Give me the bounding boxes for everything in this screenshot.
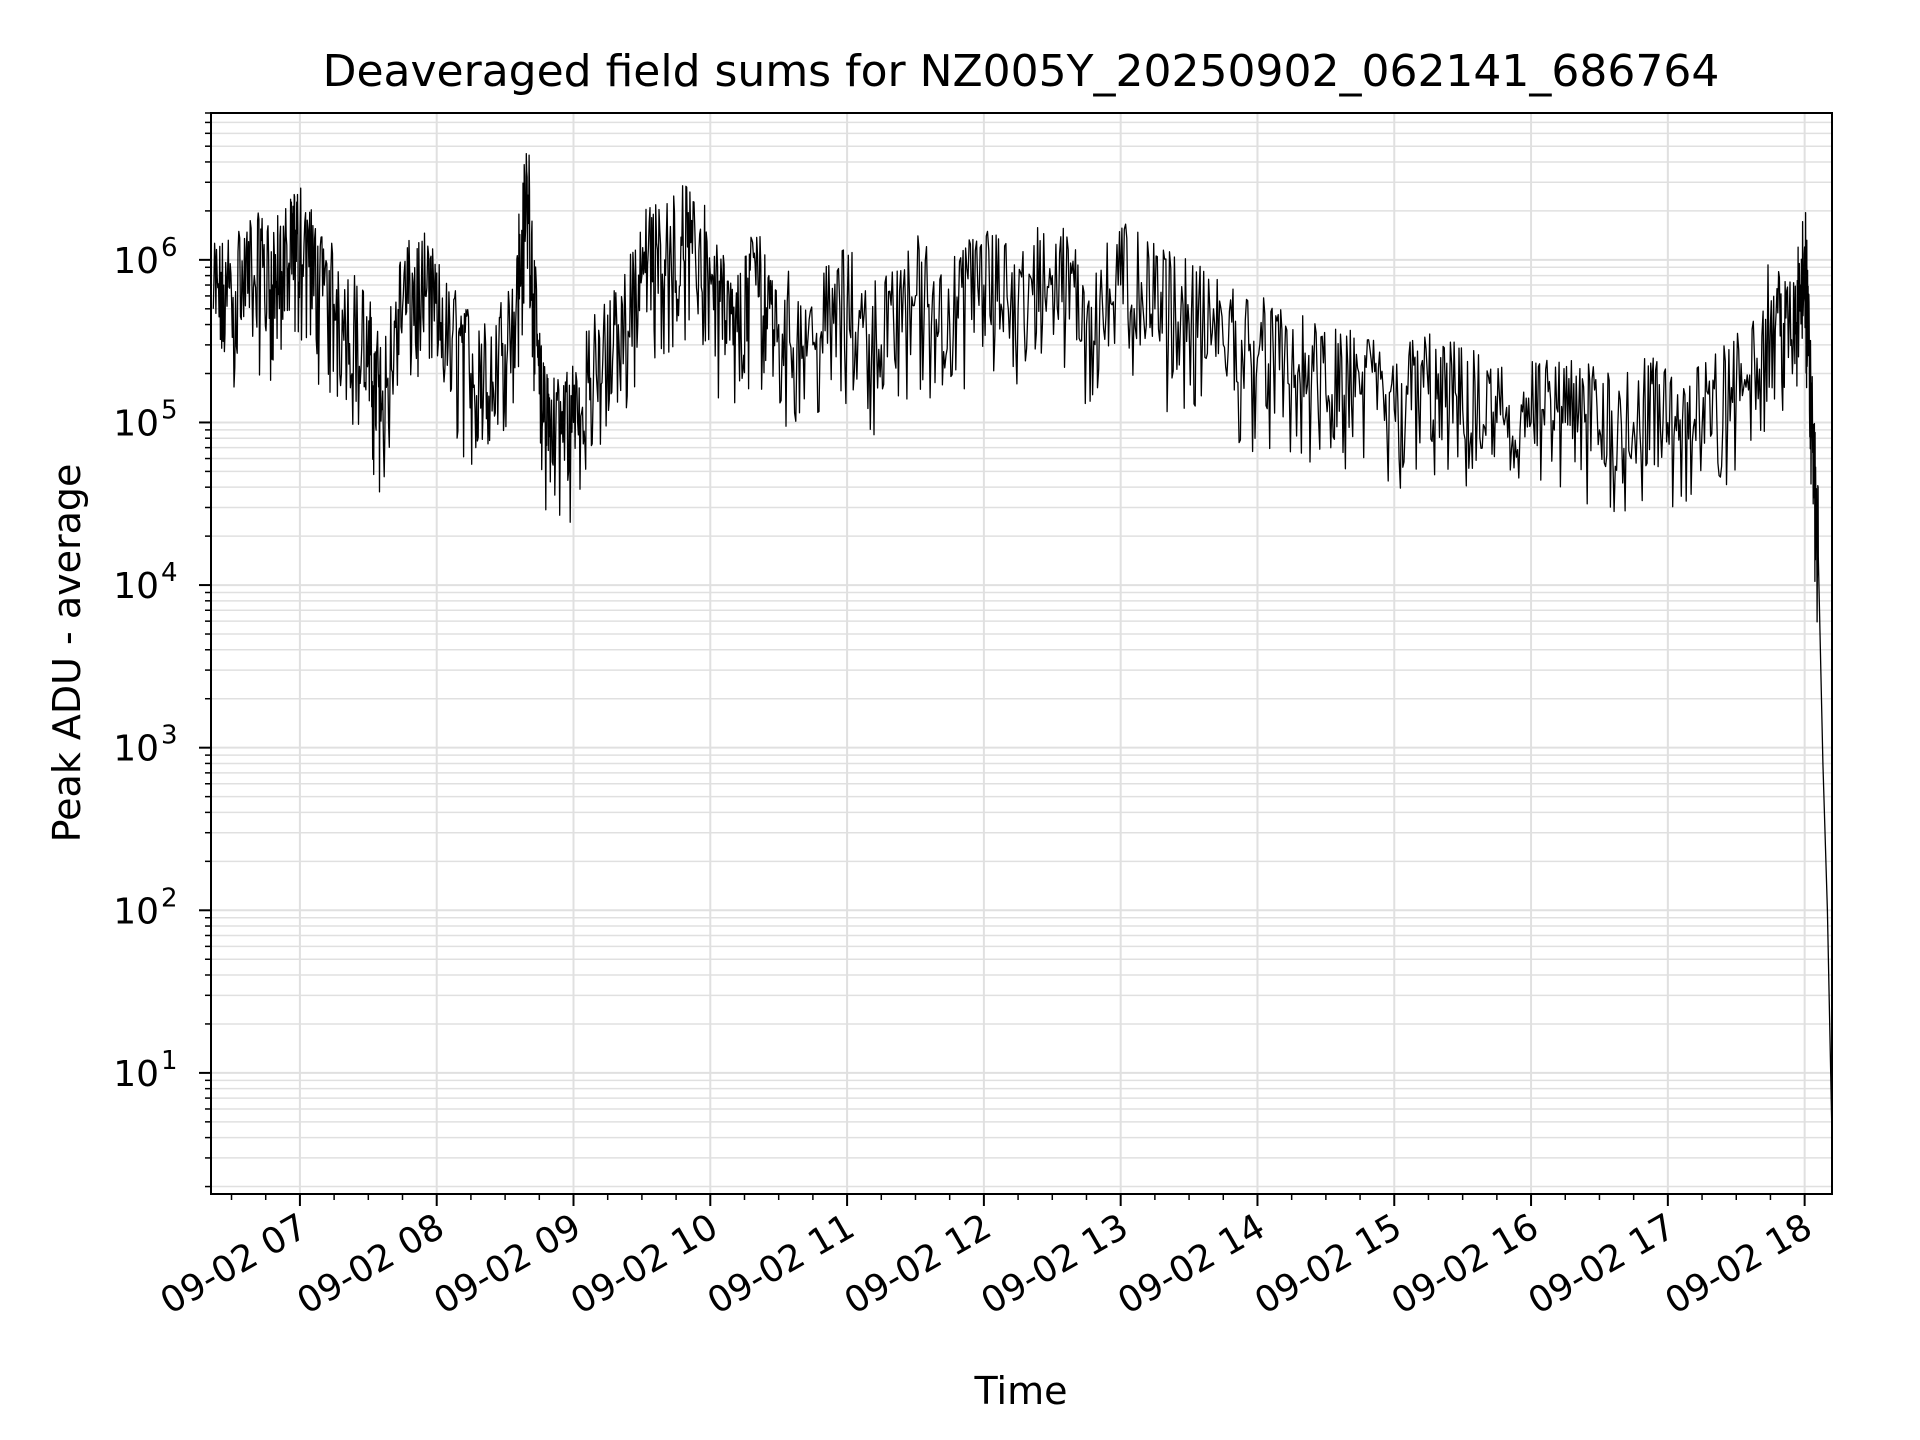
y-tick-label: 10 3 xyxy=(113,721,177,770)
y-tick-base: 10 xyxy=(113,241,159,282)
y-tick-base: 10 xyxy=(113,403,159,444)
y-tick-base: 10 xyxy=(113,729,159,770)
plot-frame xyxy=(210,112,1833,1195)
y-tick-base: 10 xyxy=(113,1054,159,1095)
y-tick-base: 10 xyxy=(113,891,159,932)
y-tick-exponent: 2 xyxy=(161,883,178,913)
y-tick-label: 10 1 xyxy=(113,1046,177,1095)
y-tick-label: 10 6 xyxy=(113,233,177,282)
y-tick-exponent: 5 xyxy=(161,395,178,425)
y-tick-exponent: 1 xyxy=(161,1046,178,1076)
y-tick-exponent: 6 xyxy=(161,233,178,263)
y-tick-exponent: 4 xyxy=(161,558,178,588)
y-axis-label: Peak ADU - average xyxy=(45,464,89,843)
minor-gridlines xyxy=(211,112,1832,1188)
x-axis-label: Time xyxy=(974,1369,1068,1413)
y-tick-base: 10 xyxy=(113,566,159,607)
series-line xyxy=(212,152,1833,1138)
chart-title: Deaveraged field sums for NZ005Y_2025090… xyxy=(323,46,1720,97)
y-tick-exponent: 3 xyxy=(161,721,178,751)
y-tick-label: 10 4 xyxy=(113,558,177,607)
y-tick-label: 10 5 xyxy=(113,395,177,444)
series-layer xyxy=(212,152,1833,1138)
y-tick-label: 10 2 xyxy=(113,883,177,932)
